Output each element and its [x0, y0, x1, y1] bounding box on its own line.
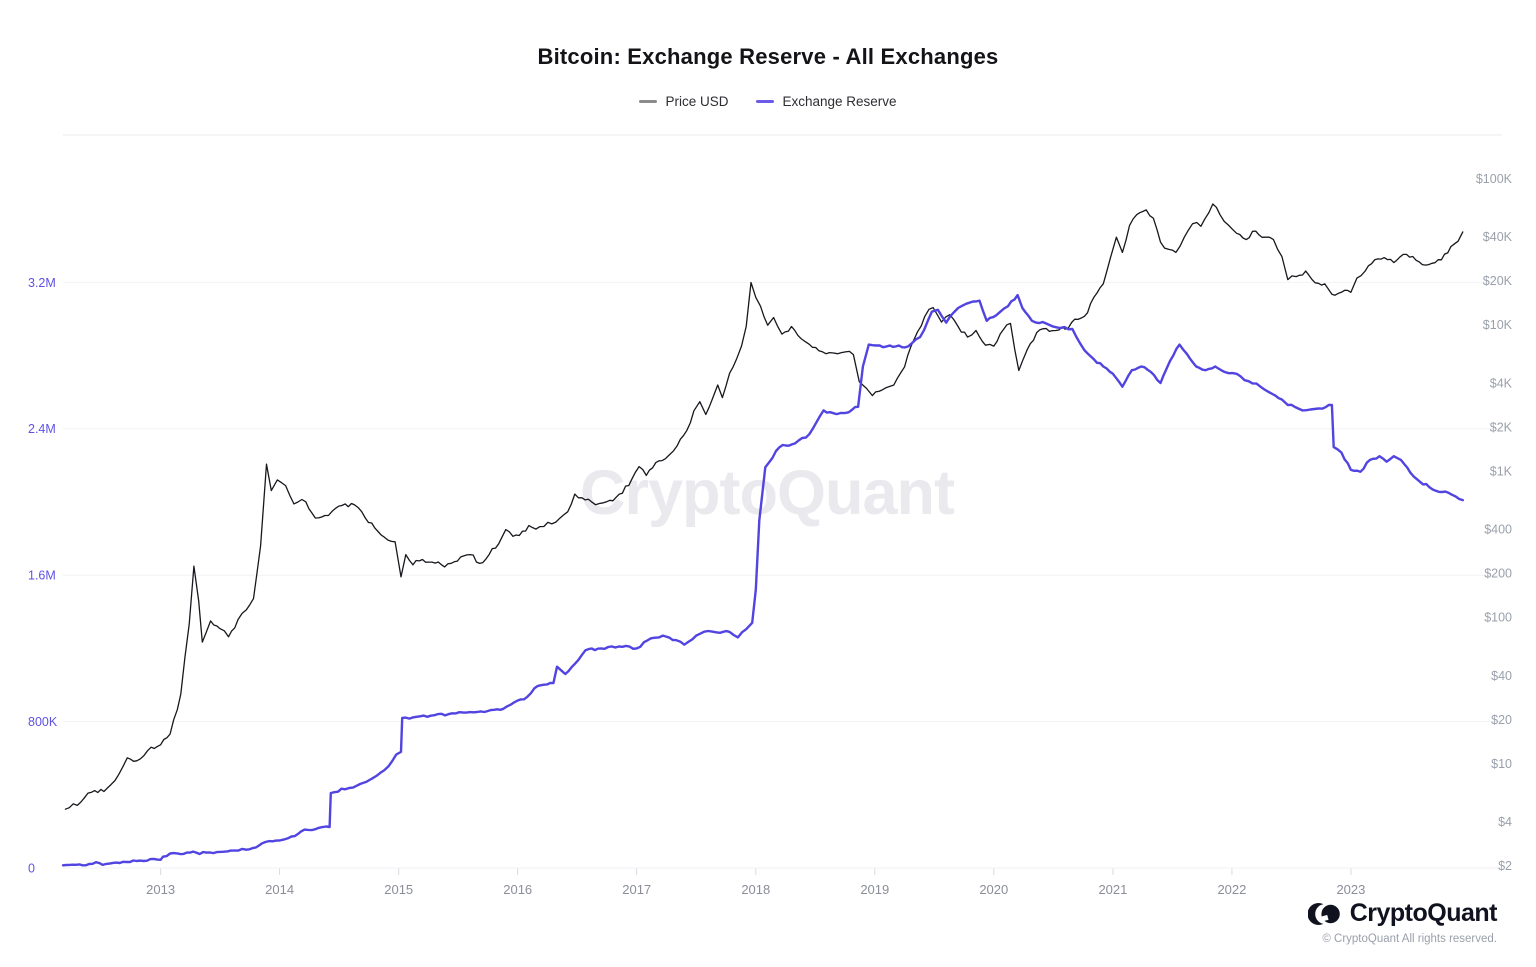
reserve-line: [61, 293, 1464, 867]
legend-item-exchange-reserve[interactable]: Exchange Reserve: [756, 94, 897, 109]
x-axis-tick-label: 2018: [741, 882, 770, 897]
right-axis-tick-label: $40: [1491, 669, 1512, 683]
x-axis-tick-label: 2019: [860, 882, 889, 897]
right-axis-tick-label: $20: [1491, 713, 1512, 727]
left-axis-tick-label: 3.2M: [28, 276, 56, 290]
left-axis-tick-label: 2.4M: [28, 422, 56, 436]
left-axis-tick-label: 1.6M: [28, 569, 56, 583]
x-axis-tick-label: 2020: [979, 882, 1008, 897]
cryptoquant-logo-text: CryptoQuant: [1349, 899, 1498, 927]
x-axis-tick-label: 2017: [622, 882, 651, 897]
x-axis-tick-label: 2015: [384, 882, 413, 897]
right-axis-tick-label: $40K: [1483, 230, 1513, 244]
cryptoquant-logo-icon: [1307, 902, 1340, 925]
cryptoquant-logo[interactable]: CryptoQuant: [1307, 899, 1498, 928]
legend-label-price-usd: Price USD: [665, 94, 729, 109]
x-axis-tick-label: 2016: [503, 882, 532, 897]
right-axis-tick-label: $4K: [1490, 376, 1513, 390]
right-axis-tick-label: $10: [1491, 757, 1512, 771]
chart-legend: Price USD Exchange Reserve: [0, 94, 1536, 109]
right-axis-tick-label: $400: [1484, 523, 1512, 537]
left-axis-tick-label: 800K: [28, 715, 58, 729]
copyright-text: © CryptoQuant All rights reserved.: [1322, 933, 1497, 945]
right-axis-tick-label: $2K: [1490, 420, 1513, 434]
right-axis-tick-label: $4: [1498, 815, 1512, 829]
legend-label-exchange-reserve: Exchange Reserve: [782, 94, 897, 109]
right-axis-tick-label: $100K: [1476, 172, 1513, 186]
right-axis-tick-label: $1K: [1490, 464, 1513, 478]
x-axis-tick-label: 2022: [1217, 882, 1246, 897]
right-axis-tick-label: $200: [1484, 567, 1512, 581]
right-axis-tick-label: $2: [1498, 859, 1512, 873]
x-axis-tick-label: 2021: [1098, 882, 1127, 897]
legend-item-price-usd[interactable]: Price USD: [639, 94, 728, 109]
exchange-reserve-dash-icon: [756, 100, 775, 103]
price-line: [64, 203, 1464, 810]
price-usd-dash-icon: [639, 100, 658, 103]
left-axis-tick-label: 0: [28, 862, 35, 876]
x-axis-tick-label: 2013: [146, 882, 175, 897]
x-axis-tick-label: 2014: [265, 882, 294, 897]
x-axis-tick-label: 2023: [1336, 882, 1365, 897]
right-axis-tick-label: $20K: [1483, 274, 1513, 288]
cryptoquant-brand: CryptoQuant © CryptoQuant All rights res…: [1307, 899, 1498, 945]
chart-title: Bitcoin: Exchange Reserve - All Exchange…: [537, 44, 999, 69]
right-axis-tick-label: $100: [1484, 611, 1512, 625]
right-axis-tick-label: $10K: [1483, 318, 1513, 332]
